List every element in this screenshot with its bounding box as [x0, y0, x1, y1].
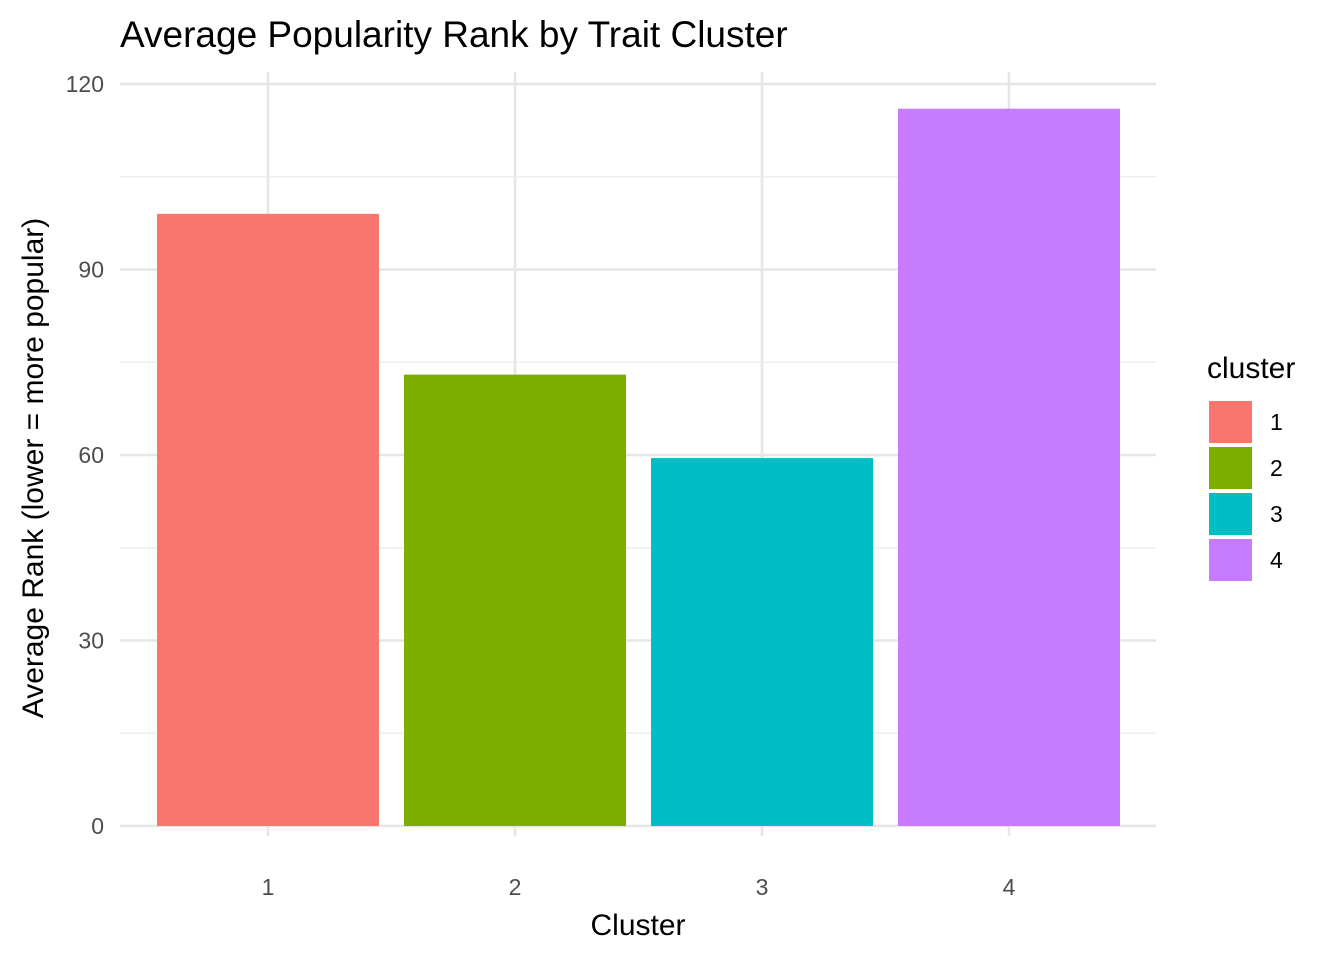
legend-key-2: [1209, 447, 1252, 489]
legend-key-3: [1209, 493, 1252, 535]
y-tick-label: 60: [78, 442, 104, 468]
x-tick-label: 1: [262, 874, 275, 900]
legend: cluster 1 2 3 4: [1207, 352, 1295, 581]
bar-cluster-3: [651, 458, 873, 826]
bar-cluster-2: [404, 374, 626, 826]
bar-cluster-1: [157, 213, 379, 827]
legend-key-4: [1209, 539, 1252, 581]
legend-label: 4: [1270, 547, 1283, 573]
y-tick-label: 30: [78, 628, 104, 654]
x-axis-ticks: 1 2 3 4: [262, 874, 1016, 900]
x-axis-title: Cluster: [590, 909, 685, 942]
y-tick-label: 120: [66, 71, 104, 97]
legend-key-1: [1209, 401, 1252, 443]
chart-title: Average Popularity Rank by Trait Cluster: [120, 14, 788, 55]
legend-label: 3: [1270, 501, 1283, 527]
legend-label: 1: [1270, 409, 1283, 435]
x-tick-label: 2: [509, 874, 522, 900]
x-tick-label: 3: [756, 874, 769, 900]
legend-title: cluster: [1207, 352, 1295, 385]
y-tick-label: 90: [78, 257, 104, 283]
legend-label: 2: [1270, 455, 1283, 481]
bars: [157, 108, 1120, 827]
y-axis-ticks: 0 30 60 90 120: [66, 71, 104, 839]
y-axis-title: Average Rank (lower = more popular): [17, 218, 50, 719]
bar-cluster-4: [898, 108, 1120, 826]
x-tick-label: 4: [1003, 874, 1016, 900]
y-tick-label: 0: [91, 813, 104, 839]
